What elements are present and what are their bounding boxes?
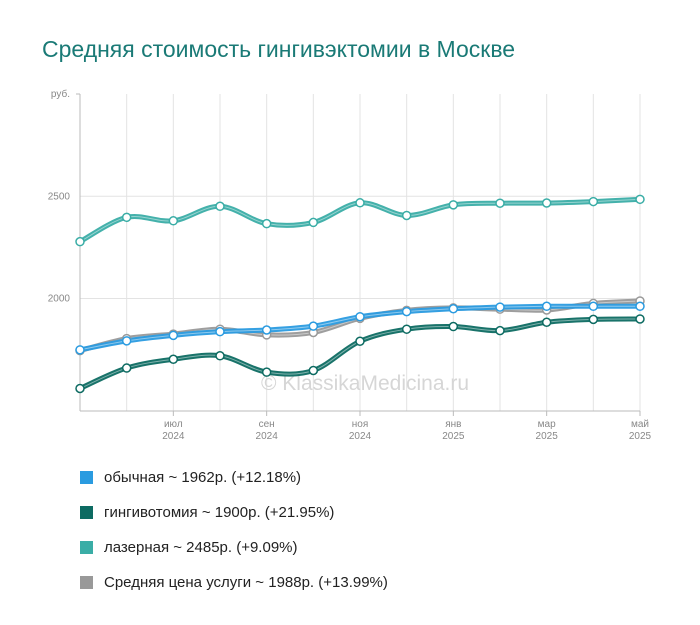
legend-label: лазерная ~ 2485р. (+9.09%) [104,539,298,556]
data-point-3 [448,321,459,332]
x-tick-label-month: сен [259,419,275,430]
legend: обычная ~ 1962р. (+12.18%) гингивотомия … [80,460,388,600]
watermark-text: © KlassikaMedicina.ru [261,372,469,395]
data-point-2 [635,301,645,312]
axis-layer: 20002500руб.июл2024сен2024ноя2024янв2025… [48,88,652,442]
data-point-0 [355,198,365,208]
legend-label: Средняя цена услуги ~ 1988р. (+13.99%) [104,574,388,591]
data-point-0 [261,218,272,229]
data-point-2 [541,301,552,312]
data-point-0 [215,201,225,212]
data-point-3 [635,314,645,324]
data-point-2 [495,302,505,312]
line-chart: © KlassikaMedicina.ru 20002500руб.июл202… [48,88,652,442]
x-tick-label-year: 2024 [349,431,372,442]
data-point-0 [401,210,412,221]
data-point-3 [308,365,319,376]
data-point-3 [168,354,179,365]
data-point-3 [121,363,132,373]
data-point-0 [75,236,85,247]
data-point-0 [635,194,645,205]
data-point-0 [588,196,599,207]
legend-swatch [80,471,93,484]
points-layer [75,194,645,394]
data-point-2 [75,345,85,355]
legend-item-obychnaya[interactable]: обычная ~ 1962р. (+12.18%) [80,460,388,495]
x-tick-label-month: мар [538,419,556,430]
x-tick-label-year: 2025 [536,431,559,442]
data-point-2 [168,330,179,341]
data-point-0 [541,198,552,208]
y-tick-label: 2000 [48,294,71,305]
x-tick-label-year: 2025 [629,431,652,442]
data-point-3 [401,324,412,334]
data-point-2 [401,306,412,317]
legend-swatch [80,541,93,554]
data-point-2 [588,301,599,312]
data-point-3 [541,317,552,327]
x-tick-label-year: 2025 [442,431,465,442]
grid-layer [80,94,641,411]
data-point-0 [121,212,132,223]
chart-title: Средняя стоимость гингивэктомии в Москве [42,36,516,62]
legend-swatch [80,576,93,589]
x-tick-label-month: ноя [352,419,369,430]
y-tick-label: 2500 [48,191,71,202]
legend-swatch [80,506,93,519]
data-point-0 [448,200,459,210]
x-tick-label-year: 2024 [162,431,185,442]
x-tick-label-month: янв [445,419,461,430]
data-point-0 [308,217,319,228]
legend-label: гингивотомия ~ 1900р. (+21.95%) [104,504,335,521]
legend-label: обычная ~ 1962р. (+12.18%) [104,469,302,486]
x-tick-label-month: май [631,419,649,430]
data-point-2 [308,321,319,331]
data-point-3 [355,336,365,347]
data-point-2 [215,326,225,337]
x-tick-label-year: 2024 [256,431,279,442]
data-point-2 [355,311,365,322]
data-point-3 [495,325,505,336]
data-point-2 [261,325,272,335]
legend-item-average[interactable]: Средняя цена услуги ~ 1988р. (+13.99%) [80,565,388,600]
x-tick-label-month: июл [164,419,183,430]
data-point-3 [215,351,225,361]
data-point-3 [588,314,599,325]
data-point-0 [168,216,179,226]
data-point-2 [121,336,132,346]
legend-item-lazernaya[interactable]: лазерная ~ 2485р. (+9.09%) [80,530,388,565]
data-point-0 [495,198,505,208]
data-point-2 [448,303,459,314]
legend-item-gingivotomiya[interactable]: гингивотомия ~ 1900р. (+21.95%) [80,495,388,530]
y-axis-unit-label: руб. [51,88,70,100]
data-point-3 [261,367,272,377]
data-point-3 [75,383,85,394]
